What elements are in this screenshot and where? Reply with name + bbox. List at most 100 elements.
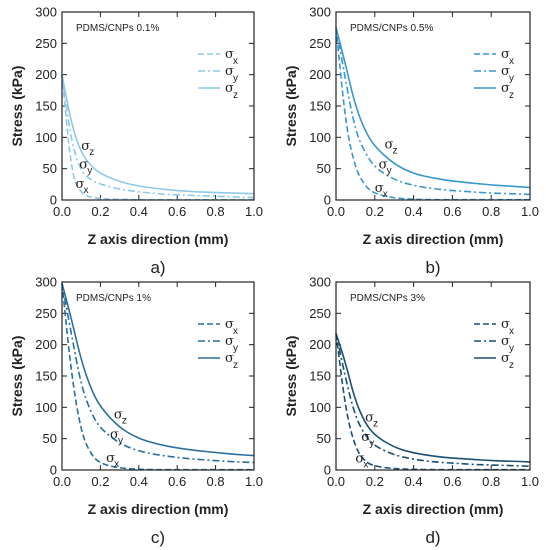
series-line-y [61,74,255,199]
legend-label-sub: z [509,360,514,371]
curve-label-sub: z [89,147,94,158]
legend-label-sub: z [233,360,238,371]
y-tick-label: 50 [317,161,331,176]
y-tick-label: 0 [324,193,331,208]
y-tick-label: 200 [309,67,331,82]
x-tick-label: 0.8 [207,204,225,219]
x-tick-label: 0.8 [482,204,500,219]
curve-label-sub: y [87,166,92,177]
x-tick-label: 0.4 [130,474,148,489]
curve-label-y: σ [361,430,370,445]
legend-label-y: σ [501,334,510,349]
x-tick-label: 1.0 [245,474,263,489]
curve-label-sub: x [383,189,388,200]
panel-annotation: PDMS/CNPs 1% [76,293,151,304]
plot-frame [61,281,255,471]
y-tick-label: 150 [309,99,331,114]
x-tick-label: 0.8 [207,474,225,489]
legend-label-z: σ [225,351,234,366]
legend-label-z: σ [225,81,234,96]
curve-label-z: σ [81,139,90,154]
curve-label-sub: x [114,459,119,470]
legend-label-sub: x [509,326,514,337]
chart-panel-1: 0.0 0.2 0.4 0.6 0.8 1.0 0 50 100 150 200 250 300 PDMS… [9,5,263,278]
x-tick-label: 0.0 [53,474,71,489]
curve-label-y: σ [110,428,119,443]
curve-label-y: σ [79,158,88,173]
x-tick-label: 0.6 [443,204,461,219]
x-tick-label: 0.4 [130,204,148,219]
curve-label-sub: x [363,459,368,470]
panel-annotation: PDMS/CNPs 0.5% [350,23,433,34]
y-tick-label: 250 [35,36,57,51]
legend-label-y: σ [501,64,510,79]
plot-frame [61,11,255,201]
legend-label-z: σ [501,351,510,366]
x-tick-label: 1.0 [245,204,263,219]
x-tick-label: 0.0 [327,204,345,219]
curve-label-sub: z [122,416,127,427]
y-tick-label: 200 [309,337,331,352]
y-tick-label: 50 [43,161,57,176]
x-tick-label: 0.6 [168,474,186,489]
y-tick-label: 300 [35,5,57,20]
y-tick-label: 150 [35,369,57,384]
legend-label-x: σ [501,317,510,332]
y-tick-label: 250 [309,36,331,51]
panel-annotation: PDMS/CNPs 3% [350,293,425,304]
x-tick-label: 0.2 [91,474,109,489]
legend-label-sub: y [233,343,238,354]
x-tick-label: 0.6 [168,204,186,219]
curve-label-x: σ [75,177,84,192]
series-line-x [61,283,254,471]
y-tick-label: 250 [309,306,331,321]
curve-label-sub: z [393,146,398,157]
legend-label-sub: x [233,326,238,337]
curve-label-x: σ [375,181,384,196]
y-tick-label: 250 [35,306,57,321]
legend-label-sub: x [509,56,514,67]
x-tick-label: 0.2 [366,204,384,219]
series-line-y [61,283,255,464]
y-tick-label: 150 [309,369,331,384]
legend-label-sub: z [509,90,514,101]
y-tick-label: 0 [50,463,57,478]
y-axis-label: Stress (kPa) [283,66,299,147]
curve-label-x: σ [106,451,115,466]
series-line-z [335,27,531,189]
x-tick-label: 1.0 [521,474,539,489]
panel-label: c) [151,528,165,547]
curve-label-x: σ [355,451,364,466]
series-line-z [61,74,255,195]
y-tick-label: 100 [309,130,331,145]
y-axis-label: Stress (kPa) [9,336,25,417]
legend-label-x: σ [225,317,234,332]
series-line-y [335,27,531,196]
panel-annotation: PDMS/CNPs 0.1% [76,23,159,34]
legend-label-sub: y [509,343,514,354]
curve-label-z: σ [385,138,394,153]
y-tick-label: 200 [35,337,57,352]
curve-label-z: σ [114,408,123,423]
y-tick-label: 300 [35,275,57,290]
y-tick-label: 100 [309,400,331,415]
chart-panel-4: 0.0 0.2 0.4 0.6 0.8 1.0 0 50 100 150 200 250 300 PDMS… [283,275,539,548]
y-tick-label: 50 [317,431,331,446]
legend-label-y: σ [225,334,234,349]
curve-label-sub: y [369,438,374,449]
curve-label-sub: y [118,436,123,447]
x-axis-label: Z axis direction (mm) [88,231,229,247]
plot-frame [335,281,531,471]
panel-label: d) [425,528,440,547]
series-line-y [335,333,531,467]
y-tick-label: 300 [309,275,331,290]
x-tick-label: 0.0 [53,204,71,219]
x-tick-label: 0.4 [405,474,423,489]
x-tick-label: 0.0 [327,474,345,489]
chart-panel-2: 0.0 0.2 0.4 0.6 0.8 1.0 0 50 100 150 200 250 300 PDMS… [283,5,539,278]
x-tick-label: 0.4 [405,204,423,219]
curve-label-sub: y [387,166,392,177]
legend-label-sub: y [233,73,238,84]
x-tick-label: 0.8 [482,474,500,489]
